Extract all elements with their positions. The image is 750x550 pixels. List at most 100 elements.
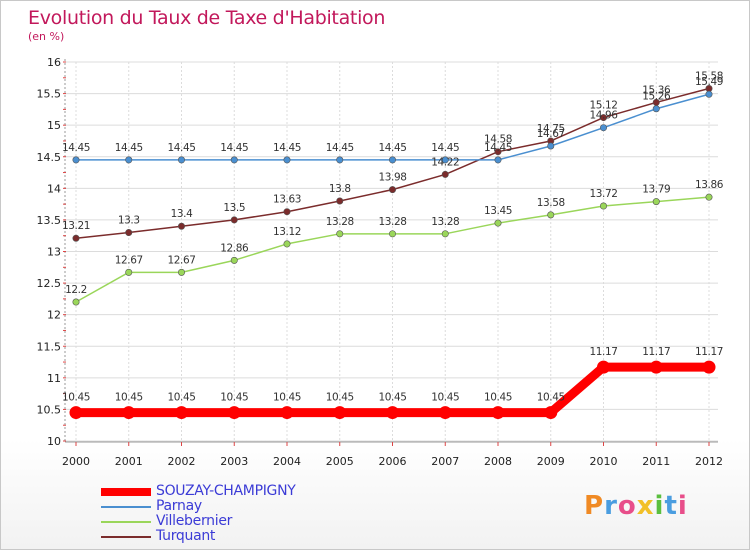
legend-label: SOUZAY-CHAMPIGNY	[156, 483, 296, 499]
data-point	[280, 406, 294, 420]
data-point	[230, 256, 238, 264]
data-point	[72, 298, 80, 306]
data-point	[125, 268, 133, 276]
legend-swatch	[101, 506, 151, 508]
data-point	[69, 406, 83, 420]
data-point	[441, 170, 449, 178]
data-label: 14.96	[589, 110, 618, 122]
x-tick-label: 2005	[326, 455, 354, 468]
data-point	[336, 197, 344, 205]
legend-item: Parnay	[101, 498, 401, 514]
data-label: 13.45	[484, 205, 512, 217]
y-tick-label: 16	[47, 56, 61, 69]
data-label: 13.58	[537, 197, 565, 209]
legend-label: Parnay	[156, 498, 202, 514]
data-point	[652, 198, 660, 206]
data-point	[178, 222, 186, 230]
y-tick-label: 15.5	[37, 88, 62, 101]
data-point	[125, 229, 133, 237]
data-label: 10.45	[273, 392, 301, 404]
data-label: 14.45	[167, 142, 195, 154]
data-label: 12.2	[65, 284, 87, 296]
data-label: 15.36	[642, 84, 671, 96]
data-point	[441, 230, 449, 238]
data-label: 10.45	[326, 392, 354, 404]
legend-item: Villebernier	[101, 513, 401, 529]
data-point	[597, 360, 610, 374]
data-label: 13.28	[431, 216, 459, 228]
y-tick-label: 13	[47, 246, 61, 259]
data-point	[547, 211, 555, 219]
line-chart: 10 10.5 11 11.5 12 12.5 13 13.5 14 14.5 15 15.5 16 20…	[37, 56, 725, 468]
x-tick-label: 2000	[62, 455, 90, 468]
data-point	[705, 90, 713, 98]
data-point	[599, 114, 607, 122]
data-label: 10.45	[167, 392, 195, 404]
data-point	[441, 156, 449, 164]
data-label: 11.17	[642, 346, 670, 358]
data-label: 13.86	[695, 179, 724, 191]
series-line-souzay-champigny	[76, 362, 709, 418]
data-label: 13.98	[378, 172, 406, 184]
legend-label: Villebernier	[156, 513, 233, 529]
data-label: 13.4	[171, 208, 193, 220]
data-point	[230, 216, 238, 224]
data-label: 15.12	[589, 100, 617, 112]
data-label: 12.67	[115, 254, 143, 266]
proxiti-logo: Proxiti	[584, 491, 688, 521]
data-point	[547, 142, 555, 150]
data-label: 13.21	[62, 220, 90, 232]
data-label: 13.12	[273, 226, 301, 238]
y-tick-label: 10	[47, 435, 61, 448]
data-point	[494, 156, 502, 164]
data-label: 11.17	[589, 346, 617, 358]
legend-swatch	[101, 488, 151, 496]
data-label: 13.8	[329, 183, 351, 195]
data-point	[72, 156, 80, 164]
data-label: 14.58	[484, 134, 512, 146]
x-tick-label: 2011	[642, 455, 670, 468]
x-tick-label: 2004	[273, 455, 301, 468]
data-point	[283, 240, 291, 248]
data-label: 15.58	[695, 71, 723, 83]
data-point	[227, 406, 241, 420]
data-label: 15.49	[695, 76, 723, 88]
x-tick-label: 2001	[115, 455, 143, 468]
data-point	[491, 406, 505, 420]
legend-swatch	[101, 536, 151, 538]
y-tick-label: 13.5	[37, 214, 62, 227]
x-tick-label: 2007	[431, 455, 459, 468]
x-tick-label: 2012	[695, 455, 723, 468]
legend-item: Turquant	[101, 528, 401, 544]
data-point	[649, 360, 663, 374]
x-tick-label: 2008	[484, 455, 512, 468]
data-label: 14.45	[326, 142, 354, 154]
data-point	[652, 105, 660, 113]
x-tick-label: 2002	[168, 455, 196, 468]
data-label: 10.45	[431, 392, 459, 404]
data-point	[494, 219, 502, 227]
data-point	[125, 156, 133, 164]
data-point	[705, 193, 713, 201]
data-point	[599, 202, 607, 210]
chart-title: Evolution du Taux de Taxe d'Habitation	[28, 7, 386, 29]
data-point	[122, 406, 136, 420]
data-point	[388, 230, 396, 238]
data-label: 14.67	[537, 128, 565, 140]
data-label: 13.72	[589, 188, 617, 200]
x-tick-label: 2010	[590, 455, 618, 468]
data-label: 14.45	[484, 142, 512, 154]
data-label: 14.45	[115, 142, 143, 154]
data-point	[336, 230, 344, 238]
y-tick-label: 10.5	[37, 403, 62, 416]
data-point	[72, 234, 80, 242]
y-tick-label: 15	[47, 119, 61, 132]
y-tick-label: 12.5	[37, 277, 62, 290]
data-label: 12.67	[167, 254, 195, 266]
data-label: 14.45	[431, 142, 459, 154]
data-label: 10.45	[220, 392, 248, 404]
data-label: 14.45	[220, 142, 248, 154]
y-tick-label: 12	[47, 309, 61, 322]
data-point	[283, 208, 291, 216]
data-label: 13.28	[326, 216, 354, 228]
